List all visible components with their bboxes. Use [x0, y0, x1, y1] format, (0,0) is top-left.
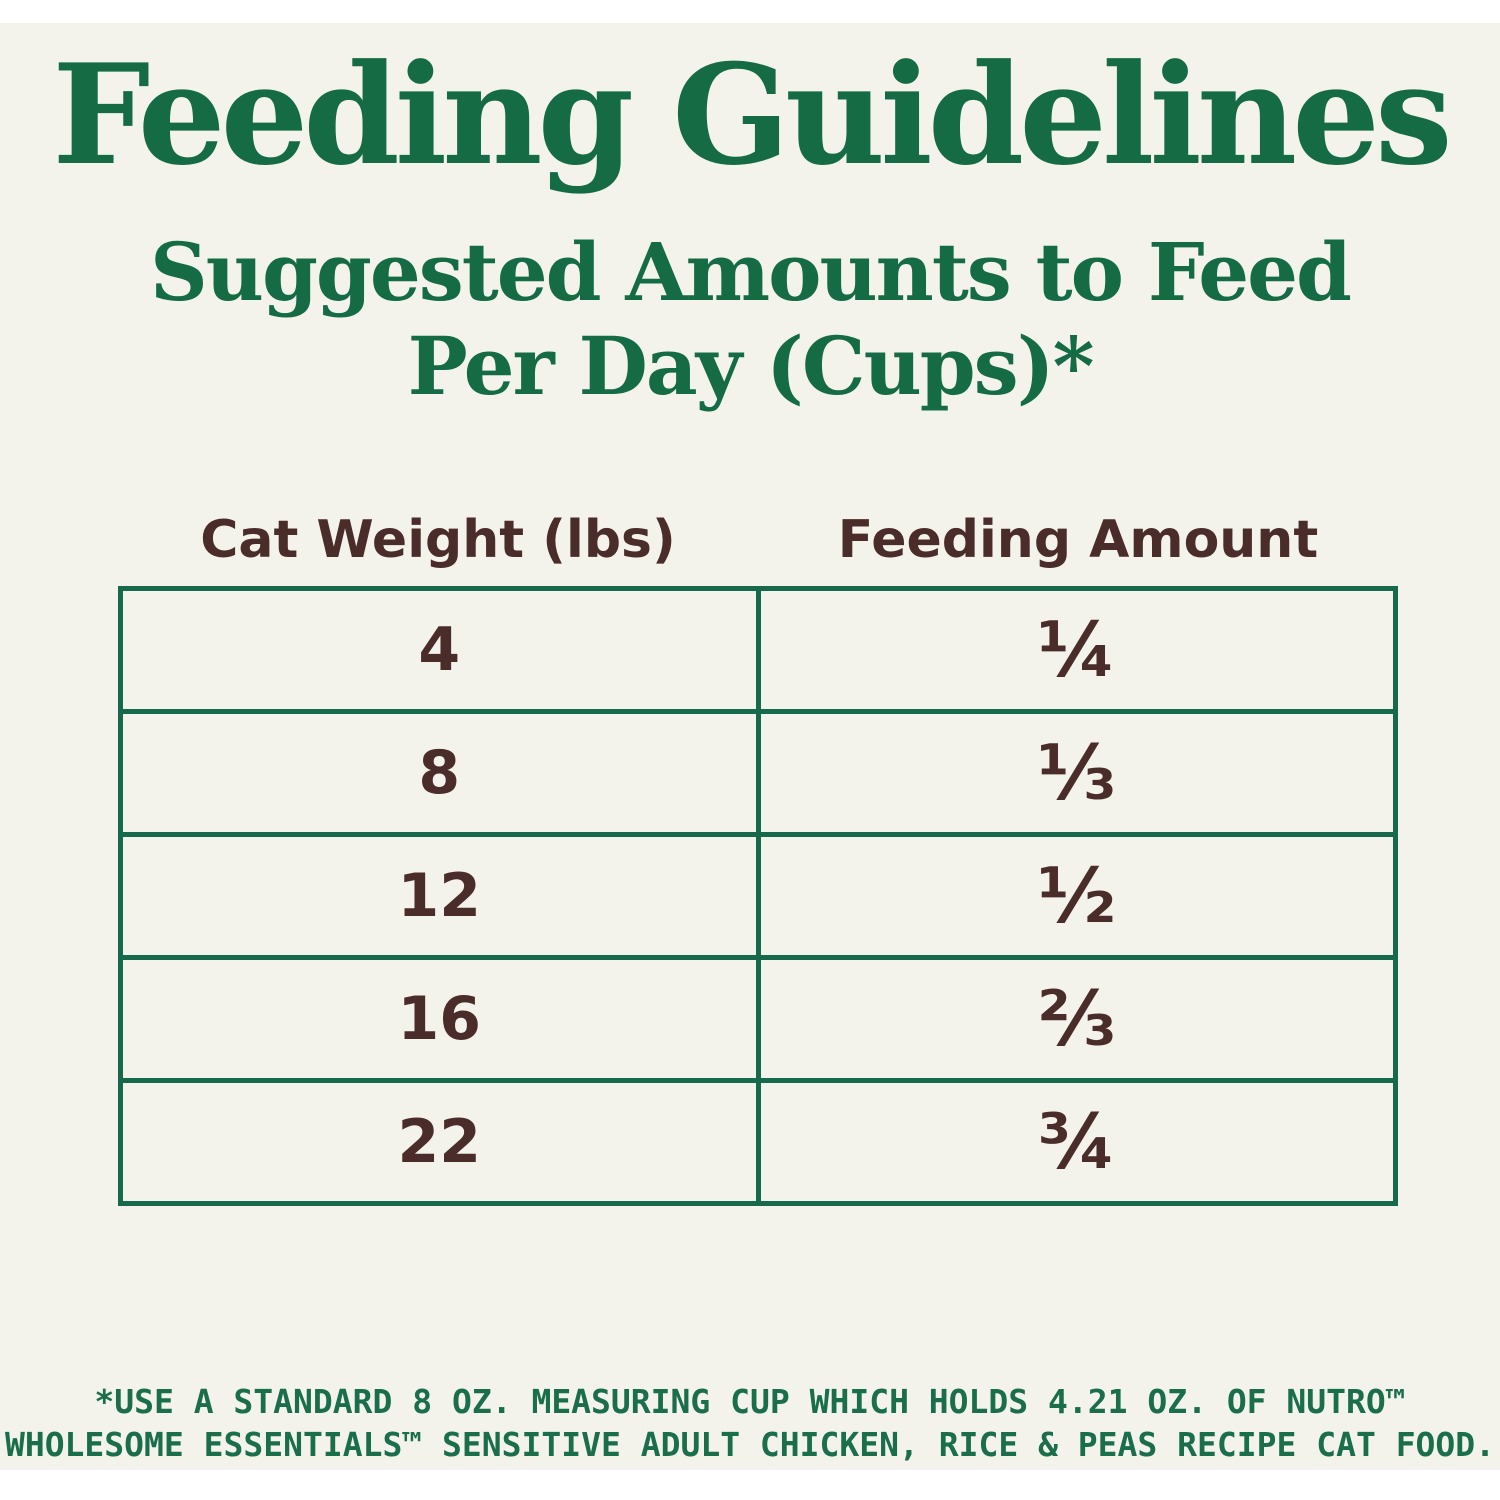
subtitle-line-2: Per Day (Cups)*: [407, 319, 1095, 414]
footnote-line-1: *USE A STANDARD 8 OZ. MEASURING CUP WHIC…: [94, 1382, 1406, 1421]
feeding-guidelines-table: 4 ¼ 8 ⅓ 12 ½ 16 ⅔ 22 ¾: [118, 585, 1398, 1206]
cat-weight-value: 12: [118, 831, 761, 960]
footnote-line-2: WHOLESOME ESSENTIALS™ SENSITIVE ADULT CH…: [4, 1424, 1496, 1464]
table-row: 12 ½: [118, 831, 1398, 960]
column-header-cat-weight: Cat Weight (lbs): [200, 509, 676, 570]
table-column-headers: Cat Weight (lbs) Feeding Amount: [118, 510, 1398, 570]
feeding-amount-value: ½: [755, 831, 1398, 960]
cat-weight-value: 22: [118, 1077, 761, 1206]
feeding-amount-value: ⅓: [755, 708, 1398, 837]
page-title: Feeding Guidelines: [52, 33, 1452, 196]
table-row: 4 ¼: [118, 585, 1398, 714]
feeding-amount-value: ⅔: [755, 954, 1398, 1083]
page-subtitle: Suggested Amounts to Feed Per Day (Cups)…: [0, 225, 1500, 414]
column-header-feeding-amount: Feeding Amount: [837, 509, 1319, 570]
measuring-cup-footnote: *USE A STANDARD 8 OZ. MEASURING CUP WHIC…: [0, 1381, 1500, 1467]
feeding-amount-value: ¼: [755, 585, 1398, 714]
cat-weight-value: 8: [118, 708, 761, 837]
cat-weight-value: 16: [118, 954, 761, 1083]
table-row: 8 ⅓: [118, 708, 1398, 837]
table-row: 22 ¾: [118, 1077, 1398, 1206]
feeding-amount-value: ¾: [755, 1077, 1398, 1206]
cat-weight-value: 4: [118, 585, 761, 714]
subtitle-line-1: Suggested Amounts to Feed: [150, 224, 1352, 319]
label-panel: Feeding Guidelines Suggested Amounts to …: [0, 23, 1500, 1470]
table-row: 16 ⅔: [118, 954, 1398, 1083]
